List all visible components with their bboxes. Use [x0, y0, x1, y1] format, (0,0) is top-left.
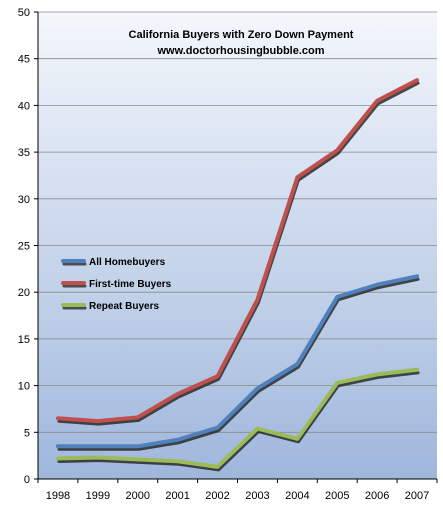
x-tick-label: 2005 [325, 490, 349, 502]
axes: 0 5 10 15 20 25 30 35 40 45 50 1998 1999 2000 2001 2002… [18, 7, 438, 502]
y-tick-label: 15 [18, 334, 30, 346]
y-tick-label: 20 [18, 287, 30, 299]
x-tick-label: 2003 [245, 490, 269, 502]
y-tick-label: 50 [18, 7, 30, 19]
legend-label: First-time Buyers [89, 279, 172, 290]
x-tick-label: 2000 [126, 490, 150, 502]
x-tick-label: 1999 [86, 490, 110, 502]
series-line-shadow [57, 277, 420, 451]
series-line-shadow [57, 371, 420, 472]
legend: All Homebuyers First-time Buyers Repeat Bu… [61, 257, 172, 312]
y-tick-label: 35 [18, 147, 30, 159]
y-tick-label: 45 [18, 54, 30, 66]
y-tick-label: 30 [18, 194, 30, 206]
x-tick-label: 2007 [405, 490, 429, 502]
x-tick-label: 2004 [285, 490, 309, 502]
y-tick-label: 40 [18, 100, 30, 112]
x-tick-label: 2001 [165, 490, 189, 502]
series-line [55, 78, 420, 424]
series-lines [55, 78, 420, 472]
series-line-shadow [57, 81, 420, 426]
legend-label: Repeat Buyers [89, 301, 159, 312]
legend-label: All Homebuyers [89, 257, 166, 268]
series-line [55, 367, 420, 469]
chart-title: California Buyers with Zero Down Payment [129, 29, 354, 41]
y-tick-label: 25 [18, 241, 30, 253]
chart-subtitle: www.doctorhousingbubble.com [156, 45, 324, 57]
y-tick-label: 10 [18, 381, 30, 393]
x-tick-label: 2002 [205, 490, 229, 502]
x-tick-label: 1998 [46, 490, 70, 502]
y-tick-label: 0 [24, 474, 30, 486]
y-tick-label: 5 [24, 427, 30, 439]
series-line [55, 274, 420, 449]
x-tick-label: 2006 [365, 490, 389, 502]
